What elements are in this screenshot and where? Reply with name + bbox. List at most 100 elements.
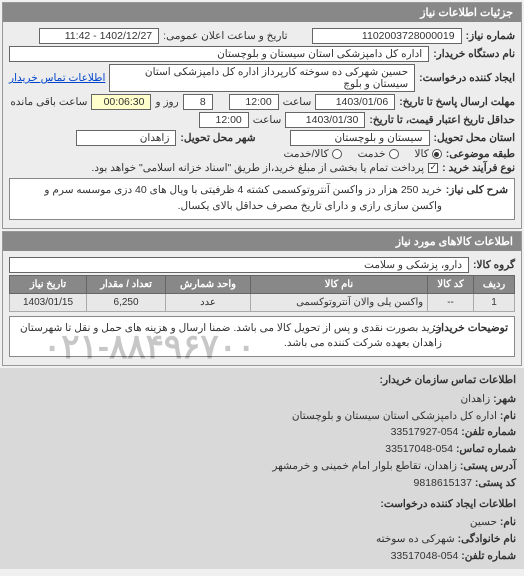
contact-addr: زاهدان، تقاطع بلوار امام خمینی و خرمشهر <box>272 460 457 472</box>
cell-unit: عدد <box>166 293 251 311</box>
col-unit: واحد شمارش <box>166 275 251 293</box>
req-no-label: شماره نیاز: <box>466 30 515 42</box>
buyer-org-label: نام دستگاه خریدار: <box>433 48 515 60</box>
remain-days: 8 <box>183 94 213 110</box>
deadline-date: 1403/01/06 <box>315 94 395 110</box>
notes-text: خرید بصورت نقدی و پس از تحویل کالا می با… <box>16 321 442 353</box>
announce-date-value: 1402/12/27 - 11:42 <box>39 28 159 44</box>
creator-ln: شهرکی ده سوخته <box>376 533 455 545</box>
creator-value: حسین شهرکی ده سوخته کارپرداز اداره کل دا… <box>109 64 415 92</box>
radio-kalakhadamat[interactable]: کالا/خدمت <box>284 148 342 160</box>
col-name: نام کالا <box>250 275 427 293</box>
cell-row: 1 <box>474 293 515 311</box>
creator-fn-label: نام: <box>500 516 516 528</box>
remain-label: ساعت باقی مانده <box>10 96 87 108</box>
col-code: کد کالا <box>428 275 474 293</box>
radio-dot-icon <box>332 149 342 159</box>
panel-body: شماره نیاز: 1102003728000019 تاریخ و ساع… <box>3 22 521 228</box>
creator-line-ln: نام خانوادگی: شهرکی ده سوخته <box>8 531 516 548</box>
province-value: سیستان و بلوچستان <box>290 130 430 146</box>
creator-ph: 054-33517048 <box>391 550 459 562</box>
buyer-notes-box: توضیحات خریدار: خرید بصورت نقدی و پس از … <box>9 316 515 358</box>
contact-fax: 054-33517048 <box>385 443 453 455</box>
creator-label: ایجاد کننده درخواست: <box>419 72 515 84</box>
main-panel: جزئیات اطلاعات نیاز شماره نیاز: 11020037… <box>2 2 522 229</box>
radio-khadamat-label: خدمت <box>358 148 386 160</box>
contact-name-label: نام: <box>500 410 516 422</box>
contact-tel-label: شماره تلفن: <box>461 426 516 438</box>
announce-date-label: تاریخ و ساعت اعلان عمومی: <box>163 30 287 42</box>
city-value: زاهدان <box>76 130 176 146</box>
table-row: 1 -- واکسن یلی والان آنتروتوکسمی عدد 6,2… <box>10 293 515 311</box>
contact-tel: 054-33517927 <box>391 426 459 438</box>
category-label: طبقه موضوعی: <box>446 148 515 160</box>
contact-line-tel: شماره تلفن: 054-33517927 <box>8 424 516 441</box>
buyer-contact-link[interactable]: اطلاعات تماس خریدار <box>9 72 105 84</box>
row-creator: ایجاد کننده درخواست: حسین شهرکی ده سوخته… <box>9 64 515 92</box>
contact-city-label: شهر: <box>493 393 516 405</box>
items-panel-title: اطلاعات کالاهای مورد نیاز <box>3 232 521 251</box>
row-price-validity: حداقل تاریخ اعتبار قیمت، تا تاریخ: 1403/… <box>9 112 515 128</box>
cell-name: واکسن یلی والان آنتروتوکسمی <box>250 293 427 311</box>
remain-time: 00:06:30 <box>91 94 151 110</box>
row-group: گروه کالا: دارو، پزشکی و سلامت <box>9 257 515 273</box>
creator-fn: حسین <box>470 516 497 528</box>
creator-line-fn: نام: حسین <box>8 514 516 531</box>
col-row: ردیف <box>474 275 515 293</box>
creator-line-ph: شماره تلفن: 054-33517048 <box>8 548 516 565</box>
row-deadline: مهلت ارسال پاسخ تا تاریخ: 1403/01/06 ساع… <box>9 94 515 110</box>
radio-kala[interactable]: کالا <box>415 148 442 160</box>
col-qty: تعداد / مقدار <box>87 275 166 293</box>
table-header-row: ردیف کد کالا نام کالا واحد شمارش تعداد /… <box>10 275 515 293</box>
row-category: طبقه موضوعی: کالا خدمت کالا/خدمت <box>9 148 515 160</box>
checkbox-icon[interactable] <box>428 163 438 173</box>
contact-line-post: کد پستی: 9818615137 <box>8 475 516 492</box>
radio-dot-icon <box>389 149 399 159</box>
group-label: گروه کالا: <box>473 259 515 271</box>
group-value: دارو، پزشکی و سلامت <box>9 257 469 273</box>
row-province: استان محل تحویل: سیستان و بلوچستان شهر م… <box>9 130 515 146</box>
price-validity-label: حداقل تاریخ اعتبار قیمت، تا تاریخ: <box>369 114 515 126</box>
row-process: نوع فرآیند خرید : پرداخت تمام یا بخشی از… <box>9 162 515 174</box>
contact-fax-label: شماره تماس: <box>456 443 516 455</box>
contact-addr-label: آدرس پستی: <box>460 460 516 472</box>
price-validity-date: 1403/01/30 <box>285 112 365 128</box>
buyer-org-value: اداره کل دامپزشکی استان سیستان و بلوچستا… <box>9 46 429 62</box>
need-description-box: شرح کلی نیاز: خرید 250 هزار دز واکسن آنت… <box>9 178 515 220</box>
items-panel: اطلاعات کالاهای مورد نیاز گروه کالا: دار… <box>2 231 522 367</box>
contact-block: اطلاعات تماس سازمان خریدار: شهر: زاهدان … <box>0 368 524 569</box>
items-table: ردیف کد کالا نام کالا واحد شمارش تعداد /… <box>9 275 515 312</box>
contact-post-label: کد پستی: <box>475 477 516 489</box>
time-label-2: ساعت <box>253 114 282 126</box>
radio-khadamat[interactable]: خدمت <box>358 148 399 160</box>
notes-label: توضیحات خریدار: <box>448 321 508 353</box>
creator-ph-label: شماره تلفن: <box>461 550 516 562</box>
contact-city: زاهدان <box>460 393 490 405</box>
contact-name: اداره کل دامپزشکی استان سیستان و بلوچستا… <box>292 410 497 422</box>
creator-ln-label: نام خانوادگی: <box>458 533 516 545</box>
process-note: پرداخت تمام یا بخشی از مبلغ خرید،از طریق… <box>91 162 424 174</box>
radio-dot-icon <box>432 149 442 159</box>
desc-label: شرح کلی نیاز: <box>448 183 508 215</box>
contact-line-addr: آدرس پستی: زاهدان، تقاطع بلوار امام خمین… <box>8 458 516 475</box>
creator-contact-title: اطلاعات ایجاد کننده درخواست: <box>8 496 516 513</box>
deadline-label: مهلت ارسال پاسخ تا تاریخ: <box>399 96 515 108</box>
items-panel-body: گروه کالا: دارو، پزشکی و سلامت ردیف کد ک… <box>3 251 521 366</box>
province-label: استان محل تحویل: <box>434 132 515 144</box>
panel-title: جزئیات اطلاعات نیاز <box>3 3 521 22</box>
process-label: نوع فرآیند خرید : <box>442 162 515 174</box>
row-req-no: شماره نیاز: 1102003728000019 تاریخ و ساع… <box>9 28 515 44</box>
contact-line-name: نام: اداره کل دامپزشکی استان سیستان و بل… <box>8 408 516 425</box>
contact-post: 9818615137 <box>414 477 472 489</box>
cell-date: 1403/01/15 <box>10 293 87 311</box>
col-date: تاریخ نیاز <box>10 275 87 293</box>
contact-line-city: شهر: زاهدان <box>8 391 516 408</box>
radio-kala-label: کالا <box>415 148 429 160</box>
contact-title: اطلاعات تماس سازمان خریدار: <box>8 372 516 389</box>
price-validity-time: 12:00 <box>199 112 249 128</box>
time-label-1: ساعت <box>283 96 312 108</box>
desc-text: خرید 250 هزار دز واکسن آنتروتوکسمی کشته … <box>16 183 442 215</box>
row-buyer-org: نام دستگاه خریدار: اداره کل دامپزشکی است… <box>9 46 515 62</box>
radio-kalakhadamat-label: کالا/خدمت <box>284 148 329 160</box>
remain-day-label: روز و <box>155 96 178 108</box>
